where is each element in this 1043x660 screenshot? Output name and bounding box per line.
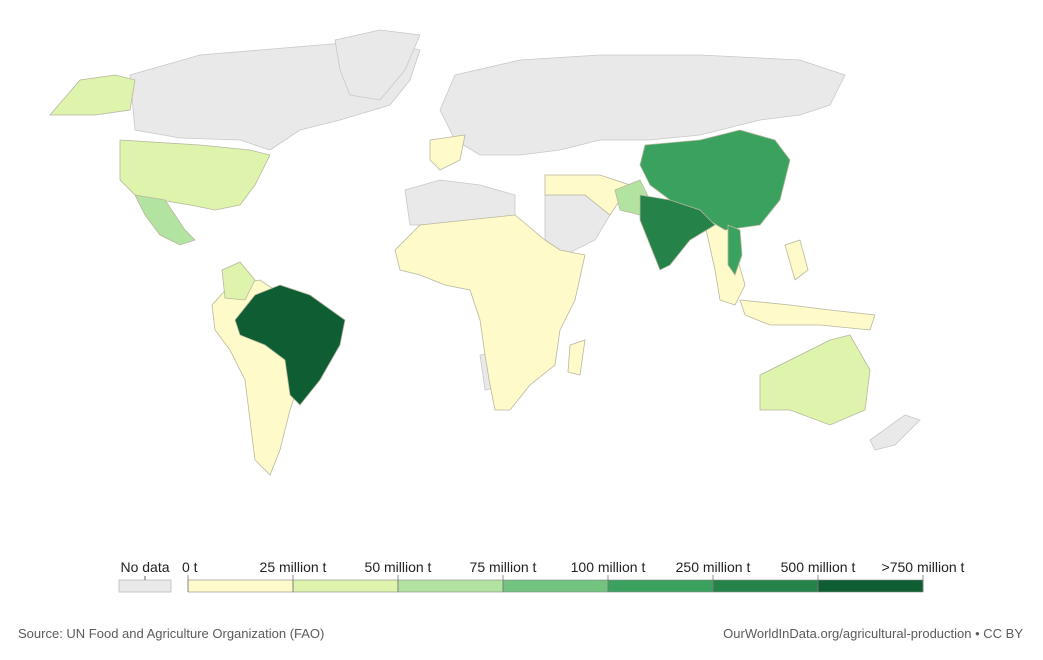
legend-label-6: 500 million t — [781, 559, 856, 575]
middle-east-south — [544, 174, 631, 216]
mexico — [134, 194, 196, 246]
indonesia — [739, 299, 876, 331]
legend-swatch-1 — [292, 579, 399, 593]
china — [639, 129, 791, 231]
usa — [119, 139, 271, 211]
legend-label-2: 50 million t — [365, 559, 432, 575]
iberia-europe — [429, 134, 466, 171]
thailand — [727, 224, 743, 276]
bin-6-regions — [234, 284, 346, 406]
madagascar — [567, 339, 586, 376]
africa — [394, 214, 586, 411]
india — [639, 194, 716, 271]
russia-europe-north — [439, 54, 846, 156]
greenland — [334, 29, 421, 101]
brazil — [234, 284, 346, 406]
bin-5-regions — [639, 194, 716, 271]
legend-label-0: 0 t — [182, 559, 198, 575]
new-zealand — [869, 414, 921, 451]
world-map: No data 0 t 25 million t 50 million t 75 mil… — [49, 29, 965, 593]
legend-swatch-0 — [187, 579, 294, 593]
legend-swatch-5 — [712, 579, 819, 593]
legend-label-3: 75 million t — [470, 559, 537, 575]
legend-label-4: 100 million t — [571, 559, 646, 575]
credit-link[interactable]: OurWorldInData.org/agricultural-producti… — [723, 626, 1023, 641]
alaska — [49, 74, 136, 116]
legend-swatch-no-data — [118, 579, 172, 593]
legend-label-7: >750 million t — [882, 559, 965, 575]
philippines — [784, 239, 809, 281]
legend: No data 0 t 25 million t 50 million t 75 mil… — [118, 559, 965, 593]
legend-label-no-data: No data — [120, 559, 169, 575]
legend-swatch-2 — [397, 579, 504, 593]
legend-swatch-4 — [607, 579, 714, 593]
colombia — [221, 261, 256, 301]
bin-4-regions — [639, 129, 791, 276]
legend-swatch-3 — [502, 579, 609, 593]
legend-swatch-6 — [817, 579, 924, 593]
australia — [759, 334, 871, 426]
legend-label-5: 250 million t — [676, 559, 751, 575]
bin-1-regions — [49, 74, 871, 426]
source-note: Source: UN Food and Agriculture Organiza… — [18, 626, 325, 641]
legend-label-1: 25 million t — [260, 559, 327, 575]
